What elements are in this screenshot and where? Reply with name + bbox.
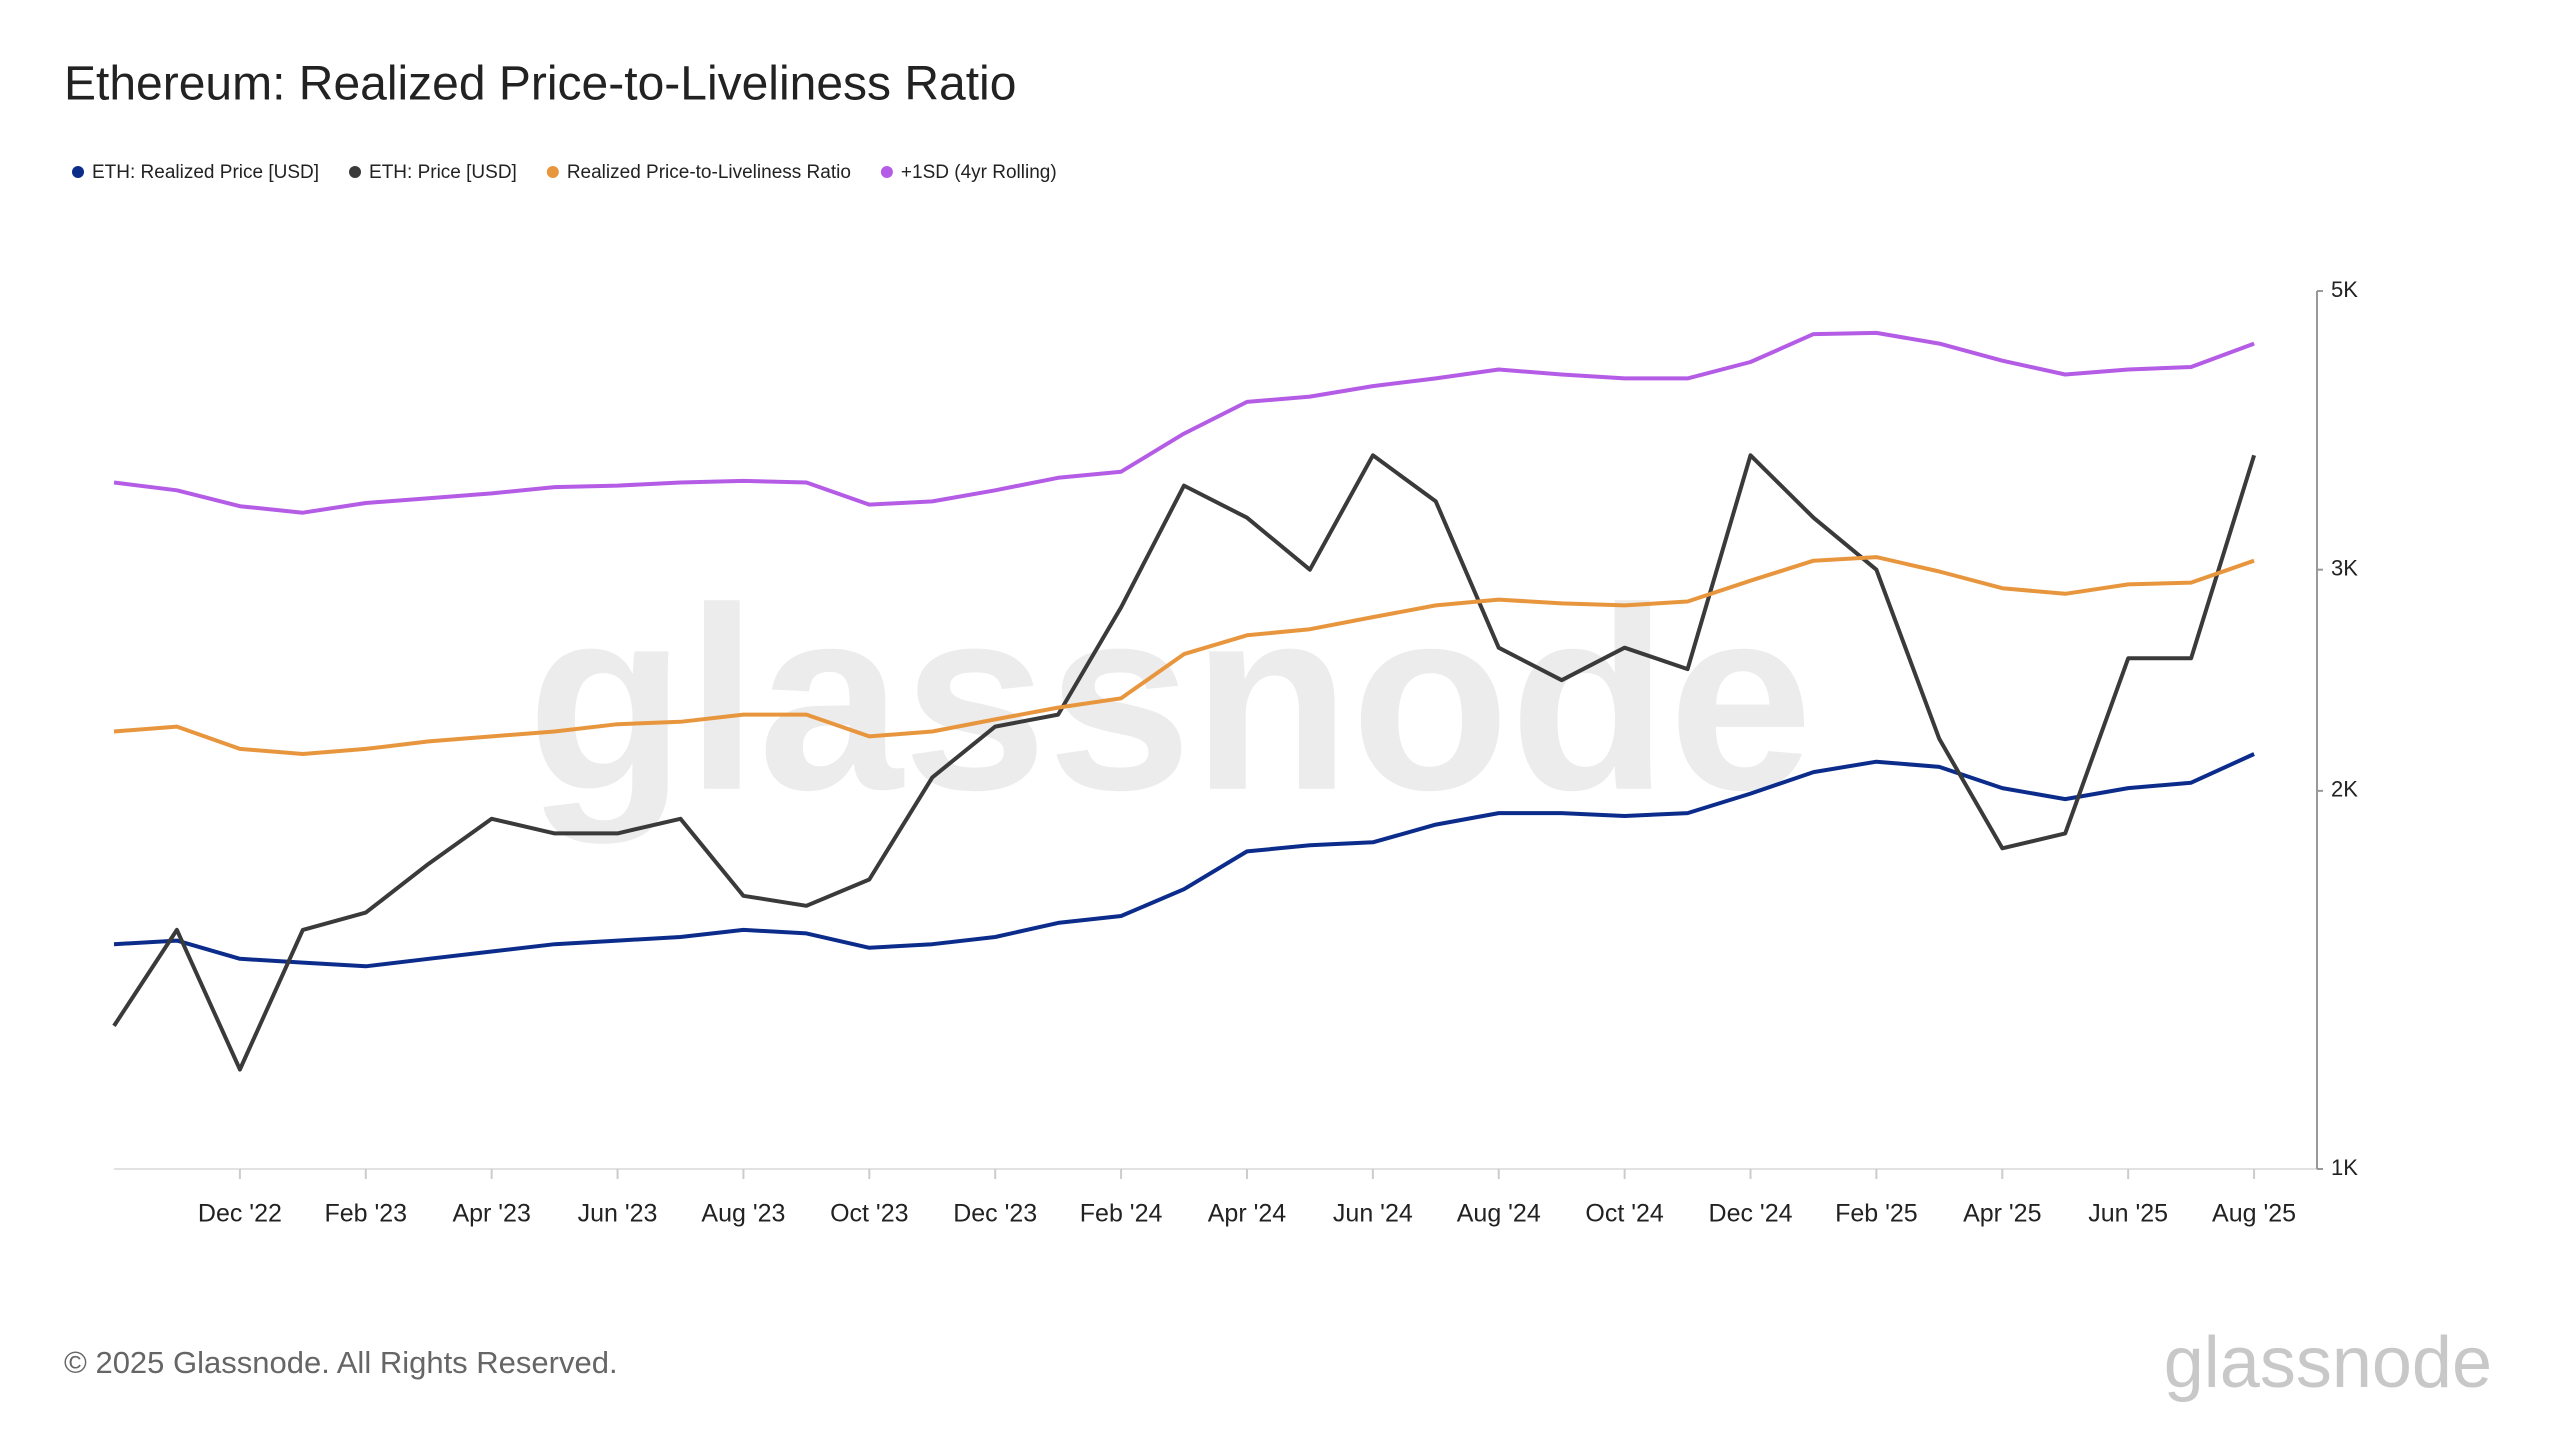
x-tick-label: Dec '23 (953, 1200, 1037, 1228)
legend-marker (72, 166, 84, 178)
x-tick-label: Apr '23 (452, 1200, 530, 1228)
x-tick-label: Dec '22 (198, 1200, 282, 1228)
footer: © 2025 Glassnode. All Rights Reserved. (64, 1345, 618, 1380)
series-line (113, 555, 2255, 756)
legend-marker (349, 166, 362, 178)
x-tick-label: Oct '23 (830, 1200, 908, 1228)
x-tick-label: Feb '23 (324, 1200, 407, 1228)
x-tick-label: Oct '24 (1585, 1200, 1664, 1228)
series-line (112, 453, 2257, 1072)
legend-marker (546, 166, 559, 178)
x-tick-label: Jun '23 (578, 1200, 658, 1228)
logo: glassnode (2164, 1323, 2492, 1403)
legend-label: ETH: Realized Price [USD] (92, 162, 319, 183)
legend-marker (880, 166, 893, 178)
x-tick-label: Jun '25 (2088, 1200, 2168, 1228)
x-tick-label: Jun '24 (1333, 1200, 1413, 1228)
x-tick-label: Feb '25 (1835, 1200, 1918, 1228)
chart-title: Ethereum: Realized Price-to-Liveliness R… (64, 58, 1016, 111)
x-tick-label: Aug '25 (2212, 1200, 2296, 1228)
x-tick-label: Feb '24 (1080, 1200, 1163, 1228)
x-tick-label: Aug '24 (1457, 1200, 1541, 1228)
legend-label: +1SD (4yr Rolling) (901, 162, 1057, 183)
x-tick-label: Apr '24 (1208, 1200, 1287, 1228)
y-tick-label: 2K (2331, 777, 2358, 802)
y-tick-label: 5K (2331, 277, 2358, 302)
x-tick-label: Aug '23 (701, 1200, 785, 1228)
series-line (113, 330, 2255, 515)
watermark: glassnode (527, 555, 1813, 846)
y-tick-label: 1K (2331, 1155, 2358, 1180)
x-tick-label: Apr '25 (1963, 1200, 2041, 1228)
series-line (113, 752, 2255, 969)
x-tick-label: Dec '24 (1709, 1200, 1793, 1228)
legend-label: Realized Price-to-Liveliness Ratio (567, 162, 851, 183)
legend-label: ETH: Price [USD] (369, 162, 517, 183)
y-tick-label: 3K (2331, 555, 2358, 580)
